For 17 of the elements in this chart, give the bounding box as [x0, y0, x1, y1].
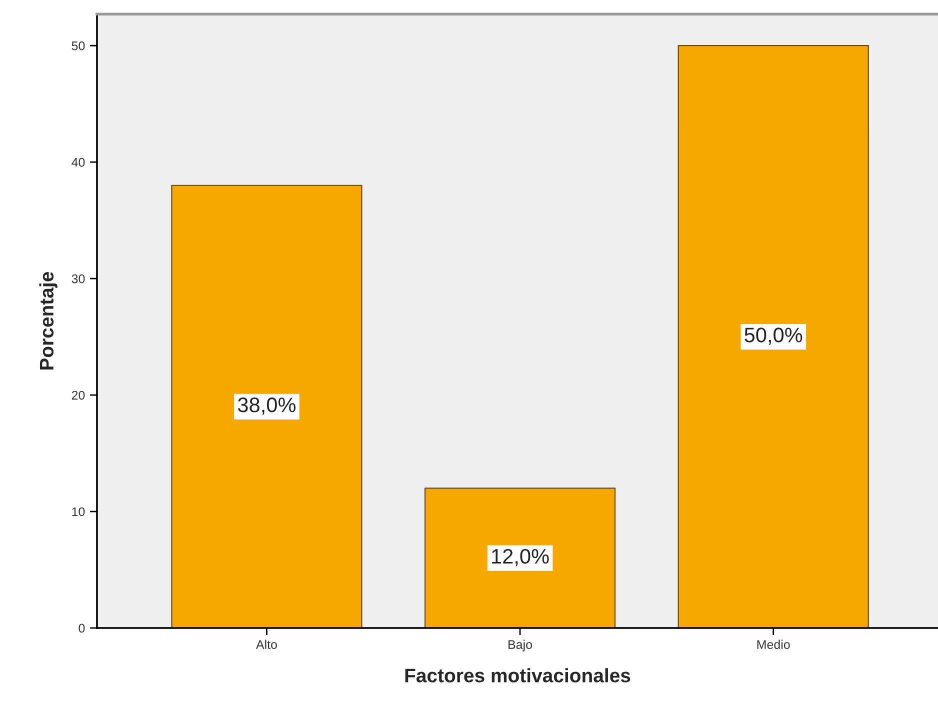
data-label: 38,0% [238, 398, 296, 415]
y-tick-label: 10 [72, 507, 85, 516]
y-tick-label: 0 [78, 624, 85, 633]
bar [424, 488, 616, 628]
bar [678, 45, 869, 628]
x-tick-label: Bajo [508, 640, 532, 652]
bar [171, 184, 362, 628]
data-label: 50,0% [744, 328, 802, 345]
y-tick-label: 50 [72, 41, 85, 50]
x-tick-label: Alto [256, 640, 277, 649]
y-tick-label: 40 [72, 158, 85, 167]
data-label: 12,0% [492, 548, 549, 566]
y-axis-title: Porcentaje [39, 272, 58, 370]
y-tick-label: 20 [72, 390, 85, 400]
x-tick-label: Medio [757, 640, 790, 649]
x-axis-title: Factores motivacionales [405, 668, 630, 682]
y-tick-label: 30 [72, 274, 85, 284]
